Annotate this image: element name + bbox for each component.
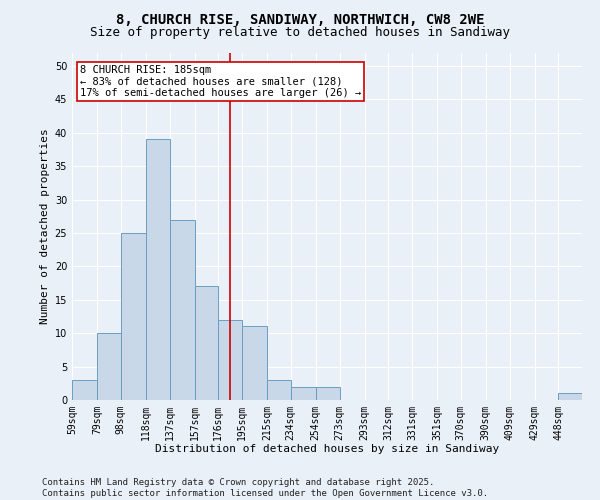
Bar <box>97 333 121 400</box>
Text: 8 CHURCH RISE: 185sqm
← 83% of detached houses are smaller (128)
17% of semi-det: 8 CHURCH RISE: 185sqm ← 83% of detached … <box>80 64 361 98</box>
Text: 8, CHURCH RISE, SANDIWAY, NORTHWICH, CW8 2WE: 8, CHURCH RISE, SANDIWAY, NORTHWICH, CW8… <box>116 12 484 26</box>
Bar <box>170 220 194 400</box>
X-axis label: Distribution of detached houses by size in Sandiway: Distribution of detached houses by size … <box>155 444 499 454</box>
Bar <box>218 320 242 400</box>
Text: Size of property relative to detached houses in Sandiway: Size of property relative to detached ho… <box>90 26 510 39</box>
Bar <box>316 386 340 400</box>
Bar <box>558 394 582 400</box>
Text: Contains HM Land Registry data © Crown copyright and database right 2025.
Contai: Contains HM Land Registry data © Crown c… <box>42 478 488 498</box>
Bar <box>72 380 97 400</box>
Bar <box>146 140 170 400</box>
Bar <box>121 233 146 400</box>
Y-axis label: Number of detached properties: Number of detached properties <box>40 128 50 324</box>
Bar <box>267 380 291 400</box>
Bar <box>291 386 316 400</box>
Bar <box>194 286 218 400</box>
Bar <box>242 326 267 400</box>
